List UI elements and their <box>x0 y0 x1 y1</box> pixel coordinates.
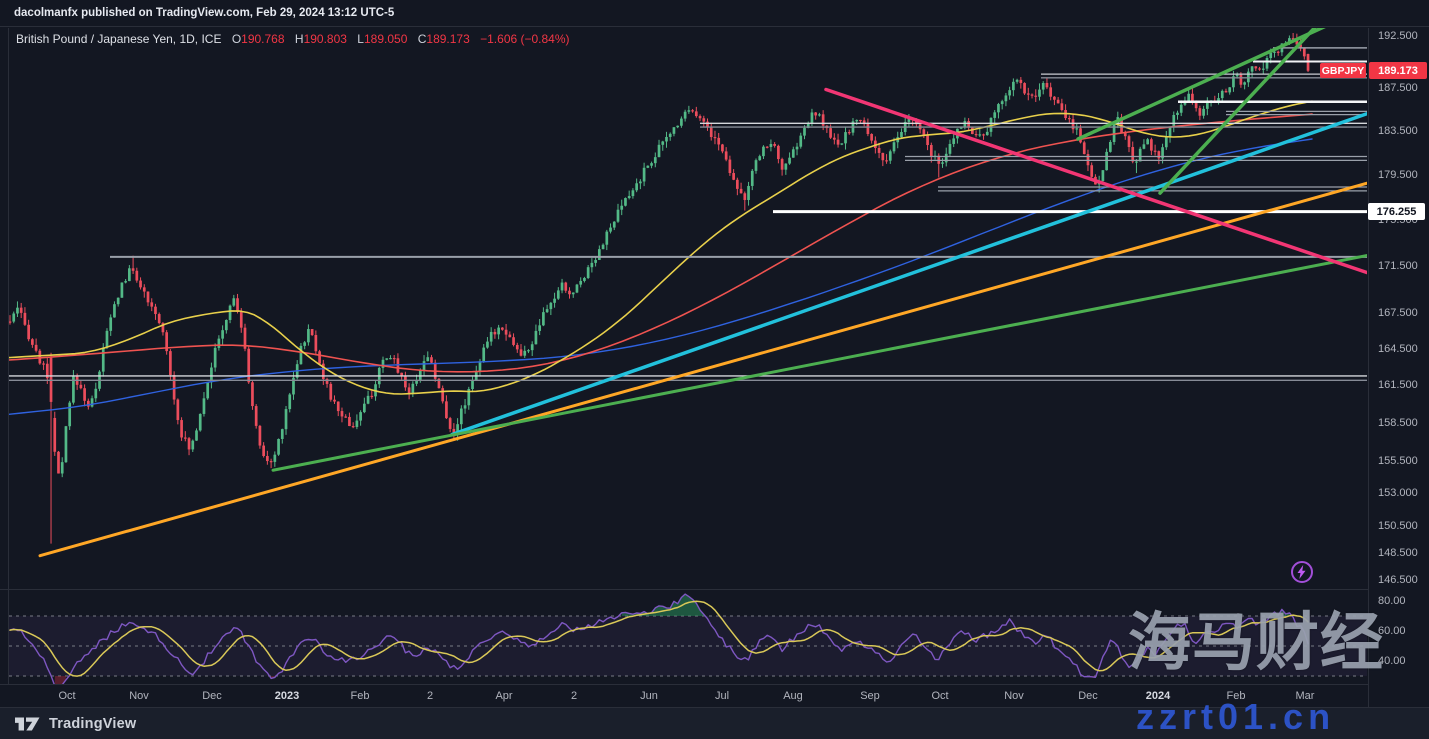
symbol-header[interactable]: British Pound / Japanese Yen, 1D, ICE O1… <box>16 32 570 46</box>
time-tick: Dec <box>202 690 222 702</box>
price-axis[interactable]: 192.500187.500183.500179.500175.500171.5… <box>1368 28 1429 707</box>
footer-bar: TradingView <box>0 707 1429 739</box>
cyan-support[interactable] <box>450 111 1372 437</box>
green-channel-a[interactable] <box>1076 12 1356 141</box>
green-channel-b[interactable] <box>1158 11 1330 195</box>
time-tick: Nov <box>129 690 149 702</box>
time-tick: Oct <box>931 690 949 702</box>
time-axis[interactable]: Oct Nov Dec 2023 Feb 2 Apr 2 Jun Jul Aug Sep Oct Nov D… <box>0 684 1368 708</box>
price-tick: 153.000 <box>1378 487 1418 500</box>
time-tick: 2 <box>426 690 434 702</box>
orange-support[interactable] <box>38 175 1395 558</box>
symbol-title: British Pound / Japanese Yen, 1D, ICE <box>16 32 222 46</box>
tradingview-logo-icon <box>15 717 40 730</box>
watermark-chinese: 海马财经 <box>1128 608 1384 678</box>
price-tick: 161.500 <box>1378 379 1418 392</box>
price-tick: 150.500 <box>1378 519 1418 532</box>
price-tick: 167.500 <box>1378 306 1418 319</box>
publish-bar: dacolmanfx published on TradingView.com,… <box>0 0 1429 27</box>
time-tick: Aug <box>783 690 803 702</box>
last-price-value: 189.173 <box>1378 64 1418 77</box>
open-value: 190.768 <box>241 32 285 46</box>
open-label: O <box>231 32 242 46</box>
tradingview-brand-link[interactable]: TradingView <box>49 715 137 732</box>
time-tick: Jul <box>714 690 730 702</box>
main-pane[interactable] <box>0 11 1395 558</box>
close-label: C <box>417 32 427 46</box>
time-tick: Feb <box>350 690 370 702</box>
price-tick: 148.500 <box>1378 546 1418 559</box>
rsi-tick: 80.00 <box>1378 594 1406 607</box>
close-value: 189.173 <box>426 32 470 46</box>
time-tick: Sep <box>860 690 880 702</box>
time-tick: Mar <box>1295 690 1315 702</box>
price-tick: 146.500 <box>1378 573 1418 586</box>
time-tick: 2 <box>570 690 578 702</box>
last-price-symbol-badge: GBPJPY <box>1320 63 1366 79</box>
high-value: 190.803 <box>303 32 347 46</box>
rsi-pane[interactable] <box>9 593 1367 686</box>
publish-text: dacolmanfx published on TradingView.com,… <box>14 7 395 19</box>
time-tick: Dec <box>1078 690 1098 702</box>
flash-icon-badge[interactable] <box>1291 561 1313 583</box>
price-tick: 179.500 <box>1378 168 1418 181</box>
price-tick: 164.500 <box>1378 342 1418 355</box>
rsi-tick: 60.00 <box>1378 624 1406 637</box>
price-tick: 158.500 <box>1378 416 1418 429</box>
price-tick: 187.500 <box>1378 81 1418 94</box>
time-tick: 2024 <box>1145 690 1171 702</box>
price-tick: 183.500 <box>1378 124 1418 137</box>
high-label: H <box>294 32 304 46</box>
pink-resistance[interactable] <box>824 87 1372 275</box>
rsi-tick: 40.00 <box>1378 654 1406 667</box>
low-label: L <box>357 32 364 46</box>
change-value: −1.606 (−0.84%) <box>480 32 570 46</box>
time-tick: Oct <box>58 690 76 702</box>
time-tick: Nov <box>1004 690 1024 702</box>
time-tick: Jun <box>640 690 658 702</box>
green-support-long[interactable] <box>271 253 1372 472</box>
level-price-badge: 176.255 <box>1368 203 1425 221</box>
lightning-icon <box>1297 565 1306 579</box>
price-tick: 155.500 <box>1378 454 1418 467</box>
price-tick: 171.500 <box>1378 259 1418 272</box>
price-tick: 192.500 <box>1378 29 1418 42</box>
time-tick: Apr <box>495 690 513 702</box>
level-price-value: 176.255 <box>1376 205 1417 218</box>
last-price-symbol: GBPJPY <box>1321 64 1365 77</box>
watermark-url: zzrt01.cn <box>1136 696 1336 737</box>
time-tick: 2023 <box>274 690 300 702</box>
low-value: 189.050 <box>363 32 408 46</box>
time-tick: Feb <box>1226 690 1246 702</box>
last-price-badge: 189.173 <box>1369 62 1427 80</box>
